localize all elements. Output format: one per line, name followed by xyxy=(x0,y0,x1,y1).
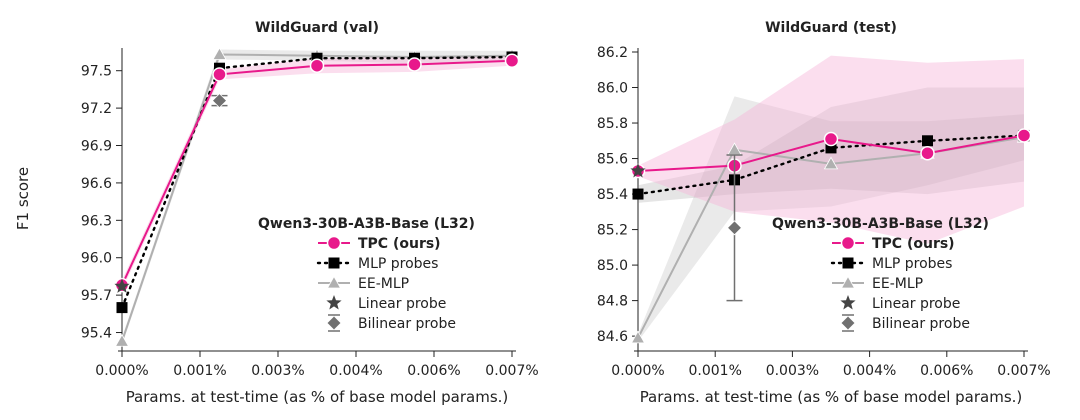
data-point xyxy=(114,278,130,293)
legend-item: TPC (ours) xyxy=(318,235,441,252)
x-axis-label: Params. at test-time (as % of base model… xyxy=(126,388,509,406)
x-tick-label: 0.006% xyxy=(920,363,973,379)
y-tick-label: 85.4 xyxy=(597,187,628,203)
y-tick-label: 95.7 xyxy=(81,288,112,304)
x-tick-label: 0.000% xyxy=(95,363,148,379)
legend-label: MLP probes xyxy=(872,256,952,272)
chart-panel-2: WildGuard (test) 84.6 84.8 85.0 85.2 85.4 85.6… xyxy=(597,20,1051,406)
data-point xyxy=(922,135,933,147)
legend-item: TPC (ours) xyxy=(832,235,955,252)
legend-label: Linear probe xyxy=(358,296,446,312)
data-point xyxy=(825,142,837,154)
chart-title: WildGuard (val) xyxy=(255,20,379,36)
x-tick-label: 0.003% xyxy=(766,363,819,379)
y-tick-label: 85.2 xyxy=(597,223,628,239)
y-tick-label: 96.9 xyxy=(81,139,112,155)
data-point xyxy=(630,330,646,344)
y-tick-label: 85.0 xyxy=(597,258,628,274)
y-axis-label: F1 score xyxy=(14,167,32,230)
legend-item: Bilinear probe xyxy=(840,314,970,332)
data-point xyxy=(114,333,130,347)
x-axis-label: Params. at test-time (as % of base model… xyxy=(640,388,1023,406)
legend-label: EE-MLP xyxy=(872,276,923,292)
y-tick-label: 86.2 xyxy=(597,45,628,61)
legend-marker xyxy=(326,275,342,289)
legend-item: Bilinear probe xyxy=(326,314,456,332)
x-tick-label: 0.000% xyxy=(611,363,664,379)
chart-panel-1: WildGuard (val) 95.4 95.7 96.0 96.3 96.6 96.9 9… xyxy=(14,20,539,406)
legend-marker xyxy=(840,275,856,289)
legend-label: Bilinear probe xyxy=(358,316,456,332)
data-point xyxy=(632,188,644,200)
data-point xyxy=(726,220,743,236)
legend-item: MLP probes xyxy=(316,256,438,272)
legend-item: Linear probe xyxy=(840,295,960,312)
y-tick-label: 86.0 xyxy=(597,81,628,97)
legend-label: MLP probes xyxy=(358,256,438,272)
data-point xyxy=(920,145,935,161)
y-tick-label: 97.5 xyxy=(81,64,112,80)
legend-marker xyxy=(840,295,856,310)
x-tick-label: 0.001% xyxy=(173,363,226,379)
legend-marker xyxy=(840,315,856,331)
legend-marker xyxy=(840,235,856,251)
legend-marker xyxy=(326,315,342,331)
y-tick-label: 84.8 xyxy=(597,294,628,310)
y-tick-label: 96.0 xyxy=(81,251,112,267)
legend-item: EE-MLP xyxy=(832,275,923,292)
data-point xyxy=(630,162,646,178)
x-tick-label: 0.001% xyxy=(689,363,742,379)
confidence-band xyxy=(122,49,512,345)
data-point xyxy=(309,58,325,73)
data-point xyxy=(212,67,227,82)
legend-item: Linear probe xyxy=(326,295,446,312)
y-tick-label: 85.8 xyxy=(597,116,628,132)
y-tick-label: 85.6 xyxy=(597,152,628,168)
series-line xyxy=(121,53,513,342)
data-point xyxy=(823,131,839,147)
x-tick-label: 0.003% xyxy=(251,363,304,379)
legend-item: EE-MLP xyxy=(318,275,409,292)
legend: Qwen3-30B-A3B-Base (L32) TPC (ours) MLP pr… xyxy=(772,216,989,332)
legend-item: MLP probes xyxy=(830,256,952,272)
data-point xyxy=(212,47,227,60)
data-point xyxy=(504,53,520,68)
legend-title: Qwen3-30B-A3B-Base (L32) xyxy=(772,216,989,232)
y-tick-label: 84.6 xyxy=(597,329,628,345)
x-tick-label: 0.007% xyxy=(997,363,1050,379)
data-point xyxy=(1016,128,1032,143)
data-point xyxy=(116,302,128,314)
y-tick-label: 96.3 xyxy=(81,213,112,229)
x-tick-label: 0.007% xyxy=(485,363,538,379)
data-point xyxy=(407,57,422,72)
legend-title: Qwen3-30B-A3B-Base (L32) xyxy=(258,216,475,232)
x-tick-label: 0.004% xyxy=(329,363,382,379)
data-point xyxy=(211,93,228,109)
series-line xyxy=(120,55,514,309)
y-tick-label: 96.6 xyxy=(81,176,112,192)
y-tick-label: 97.2 xyxy=(81,101,112,117)
legend-marker xyxy=(842,257,854,269)
legend-label: EE-MLP xyxy=(358,276,409,292)
legend-label: Linear probe xyxy=(872,296,960,312)
legend-label: Bilinear probe xyxy=(872,316,970,332)
data-point xyxy=(311,52,323,64)
chart-title: WildGuard (test) xyxy=(765,20,897,36)
legend-label: TPC (ours) xyxy=(358,236,441,252)
y-tick-label: 95.4 xyxy=(81,326,112,342)
legend-marker xyxy=(326,235,342,251)
legend-label: TPC (ours) xyxy=(872,236,955,252)
data-point xyxy=(823,156,839,170)
series-line xyxy=(636,134,1026,196)
legend: Qwen3-30B-A3B-Base (L32) TPC (ours) MLP pr… xyxy=(258,216,475,332)
x-tick-label: 0.006% xyxy=(407,363,460,379)
legend-marker xyxy=(328,257,340,269)
legend-marker xyxy=(326,295,342,310)
x-tick-label: 0.004% xyxy=(843,363,896,379)
